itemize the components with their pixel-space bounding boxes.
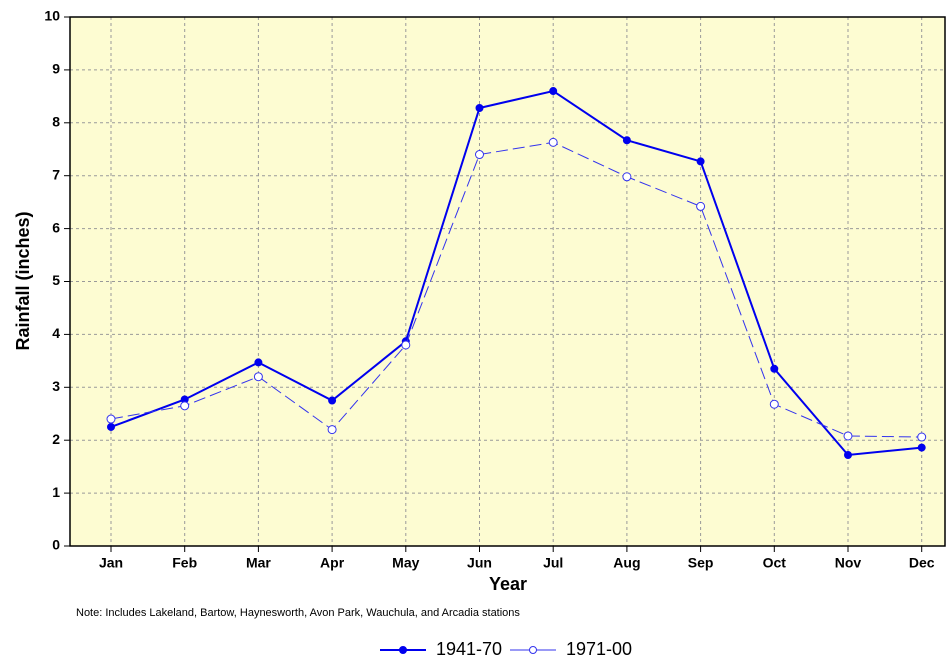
y-tick-label: 8 <box>52 114 60 130</box>
y-tick-label: 2 <box>52 431 60 447</box>
data-point <box>696 157 705 166</box>
data-point <box>107 422 115 431</box>
data-point <box>328 396 337 405</box>
data-point <box>401 340 411 350</box>
data-point <box>696 201 706 211</box>
x-tick-label: Dec <box>909 555 935 571</box>
x-tick-label: Nov <box>835 555 862 571</box>
x-tick-label: Apr <box>320 555 345 571</box>
legend-marker <box>399 646 407 654</box>
x-tick-label: Aug <box>613 555 640 571</box>
data-point <box>622 172 632 182</box>
data-point <box>180 401 190 411</box>
y-tick-label: 9 <box>52 61 60 77</box>
note: Note: Includes Lakeland, Bartow, Haynesw… <box>76 607 520 619</box>
legend-label: 1971-00 <box>566 639 632 659</box>
y-tick-label: 3 <box>52 378 60 394</box>
data-point <box>106 414 116 424</box>
y-tick-label: 7 <box>52 166 60 182</box>
data-point <box>917 443 926 452</box>
series-line <box>110 141 922 438</box>
data-point <box>475 150 484 160</box>
data-point <box>475 103 484 112</box>
data-point <box>549 87 558 96</box>
y-tick-label: 10 <box>44 8 60 24</box>
y-tick-label: 5 <box>52 272 60 288</box>
data-point <box>769 399 779 409</box>
legend-marker <box>529 646 537 654</box>
legend-label: 1941-70 <box>436 639 502 659</box>
x-tick-label: Jun <box>467 555 492 571</box>
plot-frame <box>69 16 946 547</box>
data-point <box>622 136 631 145</box>
data-point <box>548 137 558 147</box>
x-tick-label: Jan <box>99 555 123 571</box>
data-point <box>327 425 337 435</box>
plot-background <box>70 17 945 546</box>
x-tick-label: Sep <box>688 555 714 571</box>
data-point <box>253 372 263 382</box>
data-point <box>917 432 927 442</box>
x-tick-label: May <box>392 555 419 571</box>
x-tick-label: Jul <box>543 555 563 571</box>
x-tick-label: Feb <box>172 555 197 571</box>
data-point <box>843 431 853 441</box>
data-point <box>770 364 779 373</box>
y-tick-label: 6 <box>52 219 60 235</box>
y-tick-label: 1 <box>52 484 60 500</box>
series-line <box>110 89 922 457</box>
x-tick-label: Oct <box>763 555 787 571</box>
y-tick-label: 4 <box>52 325 60 341</box>
x-tick-label: Mar <box>246 555 271 571</box>
x-axis-label: Year <box>489 574 527 594</box>
data-point <box>844 451 852 460</box>
y-tick-label: 0 <box>52 537 60 553</box>
y-axis-label: Rainfall (inches) <box>13 211 33 350</box>
data-point <box>254 358 263 367</box>
